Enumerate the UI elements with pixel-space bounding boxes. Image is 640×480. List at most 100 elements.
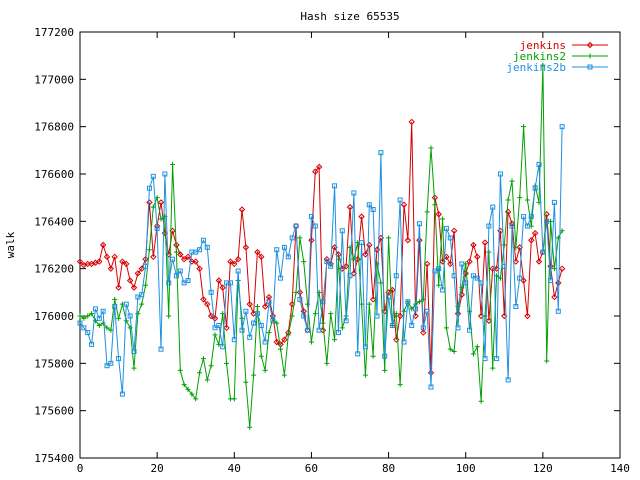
data-point-jenkins2	[328, 311, 334, 317]
x-tick-label: 40	[228, 462, 241, 475]
data-point-jenkins2b	[347, 273, 353, 279]
data-point-jenkins2	[478, 398, 484, 404]
data-point-jenkins2	[266, 330, 272, 336]
data-point-jenkins	[254, 248, 261, 256]
data-point-jenkins2b	[208, 289, 214, 295]
plot-frame	[79, 31, 621, 459]
data-point-jenkins	[435, 211, 442, 218]
data-point-jenkins2b	[544, 218, 550, 224]
y-tick-label: 176000	[34, 310, 74, 323]
data-point-jenkins2b	[366, 202, 372, 208]
data-point-jenkins2b	[85, 330, 91, 336]
x-tick-label: 80	[382, 462, 395, 475]
data-point-jenkins	[177, 251, 184, 258]
x-tick-label: 20	[151, 462, 164, 475]
data-point-jenkins2	[146, 247, 152, 253]
series-jenkins2b	[77, 124, 565, 397]
data-point-jenkins	[111, 253, 118, 261]
data-point-jenkins	[528, 237, 535, 244]
data-point-jenkins2b	[524, 223, 530, 229]
data-point-jenkins2	[193, 396, 199, 402]
data-point-jenkins	[146, 199, 153, 206]
y-tick-label: 176800	[34, 121, 74, 134]
data-point-jenkins2b	[96, 315, 102, 321]
data-point-jenkins	[207, 312, 215, 320]
data-point-jenkins2	[486, 249, 492, 255]
data-point-jenkins	[474, 253, 481, 261]
data-point-jenkins2b	[281, 244, 287, 250]
data-point-jenkins	[204, 300, 211, 308]
data-point-jenkins2	[131, 365, 137, 371]
data-point-jenkins2b	[239, 327, 245, 333]
data-point-jenkins2	[540, 62, 546, 68]
data-point-jenkins2b	[204, 244, 210, 250]
data-point-jenkins	[420, 329, 427, 336]
series-line-jenkins2	[79, 65, 563, 428]
data-point-jenkins	[215, 277, 223, 284]
data-point-jenkins2	[154, 195, 160, 201]
data-point-jenkins2b	[540, 249, 546, 255]
y-tick-label: 177000	[34, 73, 74, 86]
data-point-jenkins2	[189, 391, 195, 397]
data-point-jenkins2b	[251, 320, 257, 326]
data-point-jenkins2	[123, 318, 129, 324]
data-point-jenkins	[308, 237, 315, 244]
data-point-jenkins2	[135, 311, 141, 317]
data-point-jenkins2b	[328, 263, 334, 269]
data-point-jenkins	[196, 265, 203, 272]
legend-marker-jenkins	[586, 41, 594, 49]
data-point-jenkins2	[208, 363, 214, 369]
data-point-jenkins2	[513, 244, 519, 250]
data-point-jenkins2b	[270, 318, 276, 324]
data-point-jenkins	[76, 258, 84, 265]
data-point-jenkins2b	[389, 322, 395, 328]
data-point-jenkins2b	[420, 325, 426, 331]
data-point-jenkins2b	[548, 278, 554, 283]
data-point-jenkins2	[262, 367, 268, 373]
data-point-jenkins2b	[351, 190, 357, 196]
data-point-jenkins2	[474, 344, 480, 350]
data-point-jenkins2b	[490, 204, 496, 210]
data-point-jenkins2	[170, 162, 176, 168]
data-point-jenkins2b	[413, 306, 419, 312]
data-point-jenkins	[366, 241, 373, 249]
data-point-jenkins2	[470, 351, 476, 357]
data-point-jenkins	[512, 258, 520, 265]
data-point-jenkins	[396, 312, 404, 320]
data-point-jenkins	[130, 284, 138, 291]
data-point-jenkins2b	[532, 185, 538, 191]
data-point-jenkins2b	[146, 185, 152, 191]
data-point-jenkins	[466, 258, 473, 265]
data-point-jenkins2	[432, 202, 438, 208]
data-point-jenkins2	[447, 346, 453, 352]
data-point-jenkins2b	[497, 171, 503, 177]
data-point-jenkins2	[258, 353, 264, 359]
data-point-jenkins2	[416, 299, 422, 305]
legend-label-jenkins2: jenkins2	[513, 50, 566, 63]
data-point-jenkins2b	[173, 273, 179, 279]
data-point-jenkins2	[243, 379, 249, 385]
data-point-jenkins2	[254, 304, 260, 310]
data-point-jenkins2	[231, 396, 237, 402]
data-point-jenkins2	[116, 315, 122, 321]
series-line-jenkins2b	[79, 126, 563, 395]
x-tick-label: 100	[456, 462, 476, 475]
x-tick-label: 0	[77, 462, 84, 475]
x-tick-label: 120	[533, 462, 553, 475]
data-point-jenkins	[99, 241, 107, 249]
legend-marker-jenkins2b	[587, 64, 593, 70]
data-point-jenkins2b	[254, 311, 260, 317]
data-point-jenkins2b	[77, 320, 83, 326]
data-point-jenkins2	[308, 339, 314, 345]
data-point-jenkins2b	[428, 384, 434, 390]
data-point-jenkins	[535, 258, 543, 265]
data-point-jenkins2b	[451, 273, 457, 279]
data-point-jenkins2b	[443, 225, 449, 231]
data-point-jenkins	[231, 260, 238, 268]
data-point-jenkins2b	[397, 197, 403, 203]
data-point-jenkins	[258, 253, 265, 261]
data-point-jenkins2	[551, 266, 557, 272]
data-point-jenkins	[354, 255, 361, 263]
data-point-jenkins2b	[359, 240, 365, 246]
